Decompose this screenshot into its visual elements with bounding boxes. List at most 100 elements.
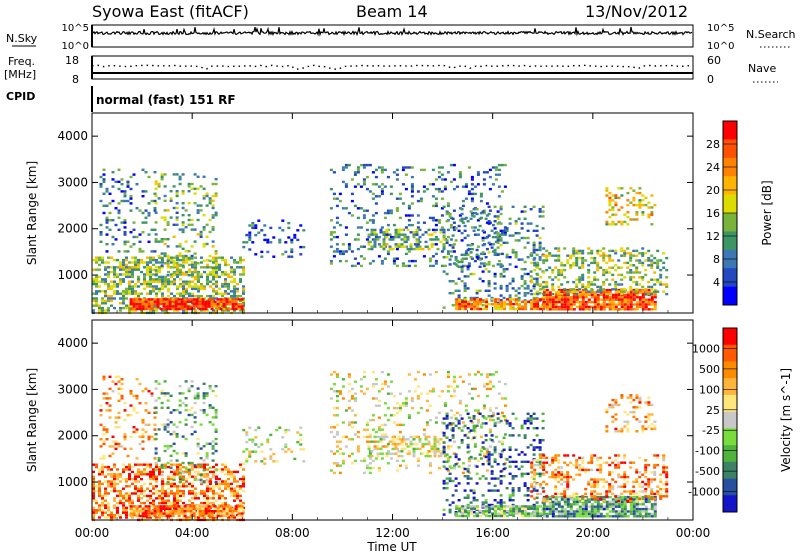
scatter-cell [386,373,390,376]
scatter-cell [185,287,188,291]
scatter-cell [200,275,203,279]
scatter-cell [205,394,209,397]
scatter-cell [368,418,372,422]
scatter-cell [98,268,101,271]
scatter-cell [602,273,606,277]
scatter-cell [371,370,375,374]
scatter-cell [578,308,582,311]
scatter-cell [629,187,633,190]
scatter-cell [641,293,645,297]
scatter-cell [214,211,218,214]
scatter-cell [208,199,212,202]
scatter-cell [344,233,348,236]
scatter-cell [538,268,542,271]
scatter-cell [451,479,455,483]
scatter-cell [460,260,464,264]
scatter-cell [421,445,425,448]
scatter-cell [478,277,482,280]
scatter-cell [635,266,639,269]
scatter-cell [461,514,465,518]
scatter-cell [176,494,179,498]
scatter-cell [391,435,395,439]
scatter-cell [575,298,579,301]
scatter-cell [503,457,507,460]
scatter-cell [523,236,527,240]
scatter-cell [491,507,495,510]
scatter-cell [218,504,221,507]
scatter-cell [508,294,512,297]
scatter-cell [379,231,383,234]
scatter-cell [344,445,348,448]
scatter-cell [433,238,437,241]
scatter-cell [332,471,336,475]
scatter-cell [392,171,396,174]
scatter-cell [638,298,642,301]
scatter-cell [202,401,206,405]
scatter-cell [523,484,527,487]
scatter-cell [641,199,645,202]
scatter-cell [120,183,124,186]
scatter-cell [162,300,166,303]
scatter-cell [141,421,145,424]
scatter-cell [533,303,537,306]
scatter-cell [194,270,197,274]
scatter-cell [469,477,473,480]
scatter-cell [332,414,336,417]
scatter-cell [281,253,285,256]
scatter-cell [517,487,521,490]
scatter-cell [110,468,113,471]
scatter-cell [181,247,185,250]
scatter-cell [117,187,121,191]
scatter-cell [502,501,506,504]
scatter-cell [578,300,582,304]
scatter-cell [188,463,191,466]
scatter-cell [263,238,267,242]
scatter-cell [590,290,594,293]
scatter-cell [520,227,524,230]
scatter-cell [593,298,597,301]
scatter-cell [511,503,515,507]
scatter-cell [487,234,491,237]
scatter-cell [188,473,191,476]
scatter-cell [202,411,206,414]
scatter-cell [167,499,170,502]
scatter-cell [515,298,519,301]
scatter-cell [530,280,534,284]
scatter-cell [135,411,139,414]
scatter-cell [156,298,160,301]
noise-right-tick-bottom: 10^0 [707,41,734,52]
scatter-cell [126,414,130,417]
scatter-cell [512,510,516,513]
scatter-cell [511,489,515,492]
scatter-cell [160,401,164,405]
scatter-cell [188,516,191,519]
scatter-cell [222,303,226,306]
scatter-cell [455,385,459,388]
scatter-cell [178,254,182,258]
scatter-cell [497,514,501,518]
scatter-cell [493,205,497,208]
scatter-cell [481,229,485,232]
scatter-cell [137,499,140,502]
scatter-cell [389,185,393,188]
scatter-cell [397,245,401,248]
scatter-cell [442,306,446,309]
scatter-cell [412,447,416,451]
scatter-cell [251,226,255,230]
scatter-cell [523,460,527,463]
scatter-cell [154,238,158,241]
scatter-cell [475,424,479,427]
scatter-cell [212,501,215,505]
scatter-cell [332,452,336,455]
scatter-cell [557,296,561,299]
scatter-cell [442,482,446,485]
scatter-cell [154,461,158,465]
scatter-cell [380,226,384,229]
scatter-cell [659,283,663,286]
scatter-cell [488,428,492,431]
scatter-cell [157,197,161,200]
scatter-cell [211,240,215,243]
scatter-cell [511,487,515,490]
scatter-cell [329,430,333,434]
scatter-cell [611,266,615,269]
